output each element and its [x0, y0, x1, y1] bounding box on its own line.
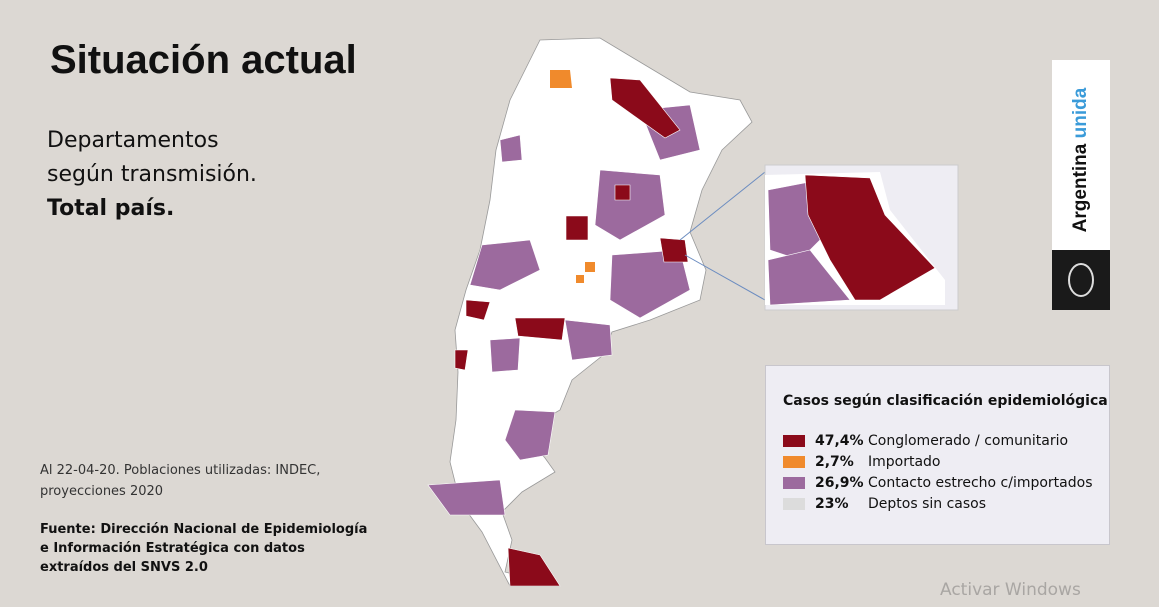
- legend-pct: 23%: [815, 496, 849, 512]
- legend-label: Deptos sin casos: [868, 496, 987, 512]
- legend-pct: 2,7%: [815, 454, 854, 470]
- legend-swatch: [783, 435, 805, 447]
- legend-item: 47,4% Conglomerado / comunitario: [783, 431, 1068, 451]
- legend-pct: 26,9%: [815, 475, 864, 491]
- legend-swatch: [783, 498, 805, 510]
- zoom-line: [684, 254, 766, 301]
- seal-icon: [1068, 263, 1094, 297]
- legend: Casos según clasificación epidemiológica…: [765, 365, 1110, 545]
- brand-seal: [1052, 250, 1110, 310]
- note: Al 22-04-20. Poblaciones utilizadas: IND…: [40, 460, 320, 502]
- title: Situación actual: [50, 38, 357, 82]
- legend-item: 26,9% Contacto estrecho c/importados: [783, 473, 1093, 493]
- brand-word: unida: [1070, 87, 1091, 139]
- subtitle: Departamentos según transmisión. Total p…: [47, 124, 257, 226]
- legend-title: Casos según clasificación epidemiológica: [783, 393, 1108, 409]
- legend-swatch: [783, 477, 805, 489]
- orange-regions: [550, 70, 595, 283]
- note-line: proyecciones 2020: [40, 484, 164, 499]
- inset-map: [764, 164, 959, 311]
- legend-label: Conglomerado / comunitario: [868, 433, 1069, 449]
- legend-pct: 47,4%: [815, 433, 864, 449]
- source-line: e Información Estratégica con datos: [40, 541, 305, 556]
- purple-regions: [427, 104, 701, 516]
- legend-label: Importado: [868, 454, 941, 470]
- brand-logo: Argentina unida: [1052, 60, 1110, 310]
- brand-text: Argentina unida: [1070, 88, 1092, 233]
- legend-item: 23% Deptos sin casos: [783, 494, 986, 514]
- legend-swatch: [783, 456, 805, 468]
- watermark: Activar Windows: [940, 580, 1081, 600]
- source: Fuente: Dirección Nacional de Epidemiolo…: [40, 520, 367, 577]
- subtitle-line: según transmisión.: [47, 162, 257, 187]
- brand-word: Argentina: [1070, 143, 1091, 233]
- source-line: extraídos del SNVS 2.0: [40, 560, 208, 575]
- red-regions: [454, 77, 689, 587]
- legend-item: 2,7% Importado: [783, 452, 941, 472]
- subtitle-bold: Total país.: [47, 196, 175, 221]
- note-line: Al 22-04-20. Poblaciones utilizadas: IND…: [40, 463, 321, 478]
- zoom-line: [679, 171, 766, 241]
- legend-label: Contacto estrecho c/importados: [868, 475, 1093, 491]
- subtitle-line: Departamentos: [47, 128, 219, 153]
- source-line: Fuente: Dirección Nacional de Epidemiolo…: [40, 522, 368, 537]
